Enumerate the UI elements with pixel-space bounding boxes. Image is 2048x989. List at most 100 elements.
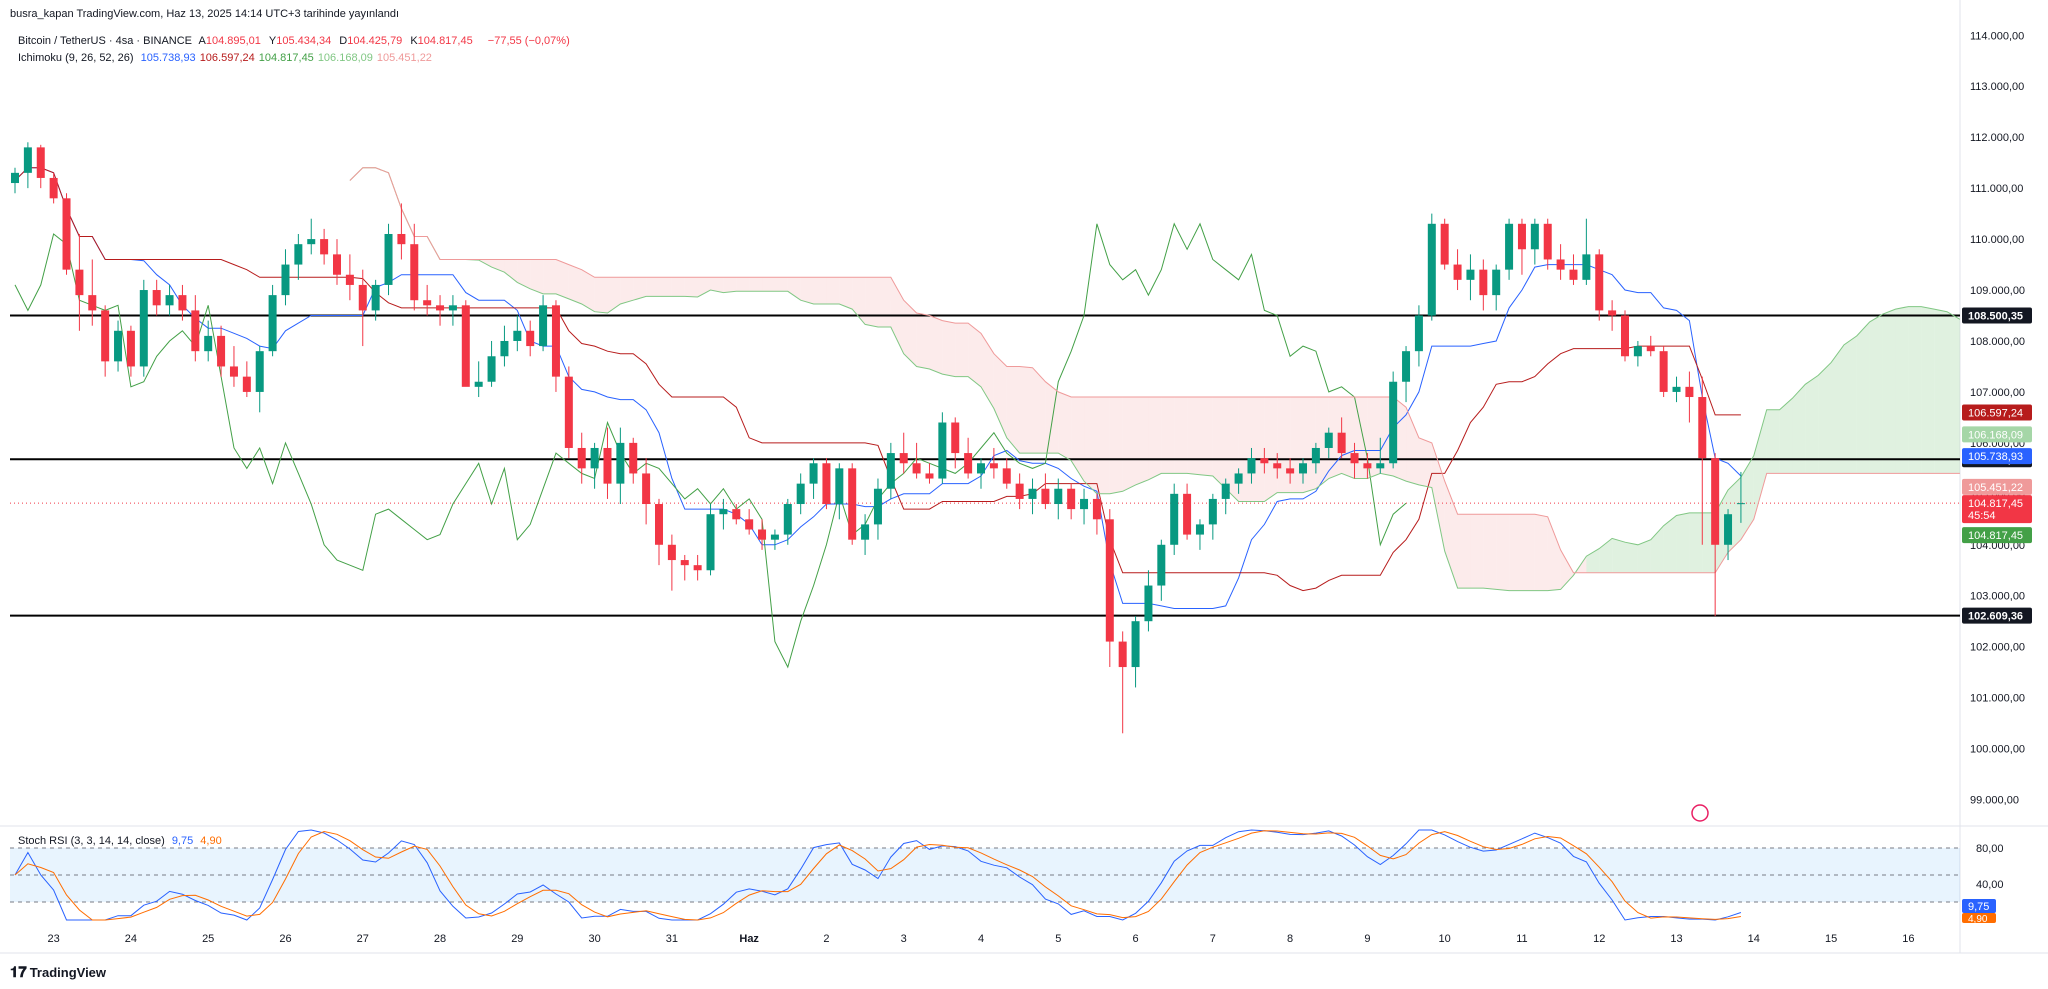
candle-body xyxy=(1311,447,1320,464)
stoch-k-tag-text: 9,75 xyxy=(1968,901,1989,913)
price-tick-label: 107.000,00 xyxy=(1970,387,2025,399)
candle-body xyxy=(242,376,251,392)
kumo-cloud-segment xyxy=(646,277,659,297)
kumo-cloud-segment xyxy=(1779,398,1793,474)
indicator-price-tag xyxy=(1962,478,2032,495)
candle-body xyxy=(358,284,367,311)
kumo-cloud-segment xyxy=(1277,397,1291,493)
candle-body xyxy=(1517,223,1526,250)
stoch-d-value: 4,90 xyxy=(200,835,222,847)
candle-body xyxy=(822,463,831,505)
candle-body xyxy=(1337,432,1346,454)
kumo-cloud-segment xyxy=(1534,514,1548,591)
stoch-d-tag xyxy=(1962,913,1996,923)
candle-body xyxy=(899,453,908,464)
time-tick-label: 8 xyxy=(1287,933,1293,945)
price-tick-label: 112.000,00 xyxy=(1970,132,2024,144)
time-tick-label: 12 xyxy=(1593,933,1605,945)
candle-body xyxy=(603,447,612,484)
indicator-price-tag xyxy=(1962,448,2032,465)
candle-body xyxy=(101,310,110,362)
kumo-cloud-segment xyxy=(1148,397,1162,480)
time-tick-label: 3 xyxy=(901,933,907,945)
candle-body xyxy=(564,376,573,448)
candle-body xyxy=(1646,346,1655,352)
candle-body xyxy=(1543,223,1552,260)
candle-body xyxy=(1092,498,1101,520)
hline-price-tag xyxy=(1962,307,2032,324)
candle-body xyxy=(1685,386,1694,398)
candle-body xyxy=(320,239,329,255)
time-tick-label: 29 xyxy=(511,933,523,945)
candle-body xyxy=(1273,463,1282,469)
candle-body xyxy=(693,565,702,571)
kumo-cloud-segment xyxy=(1831,344,1844,474)
symbol-title[interactable]: Bitcoin / TetherUS · 4sa · BINANCE xyxy=(18,35,193,47)
candle-body xyxy=(590,447,599,469)
candle-body xyxy=(1672,386,1681,392)
kumo-cloud-segment xyxy=(1303,397,1316,493)
kumo-cloud-segment xyxy=(1805,375,1819,474)
kumo-cloud-segment xyxy=(1676,512,1690,573)
indicator-price-tag xyxy=(1962,426,2032,443)
candle-body xyxy=(745,519,754,530)
kumo-cloud-segment xyxy=(942,320,956,377)
kumo-cloud-segment xyxy=(504,259,518,283)
candle-body xyxy=(1402,351,1411,382)
candle-body xyxy=(1556,259,1565,270)
price-tick-label: 113.000,00 xyxy=(1970,81,2024,93)
price-tick-label: 109.000,00 xyxy=(1970,285,2025,297)
senkou-a-line xyxy=(349,167,1961,592)
ichimoku-value-0: 105.738,93 xyxy=(140,52,196,64)
candle-body xyxy=(23,147,32,173)
candle-body xyxy=(229,366,238,377)
candle-body xyxy=(1054,488,1063,505)
ichimoku-value-3: 106.168,09 xyxy=(317,52,373,64)
kumo-cloud-segment xyxy=(1290,397,1303,493)
time-tick-label: 11 xyxy=(1516,933,1527,945)
time-tick-label: 25 xyxy=(202,933,214,945)
kijun-line xyxy=(14,167,1741,592)
price-tick-label: 111.000,00 xyxy=(1970,183,2023,195)
kumo-cloud-segment xyxy=(1328,397,1342,479)
candle-body xyxy=(217,335,226,367)
kumo-cloud-segment xyxy=(1895,306,1909,474)
kumo-cloud-segment xyxy=(1740,455,1754,540)
kumo-cloud-segment xyxy=(543,259,556,294)
kumo-cloud-segment xyxy=(1071,397,1085,482)
kumo-cloud-segment xyxy=(581,269,595,312)
candle-body xyxy=(1260,458,1269,464)
kumo-cloud-segment xyxy=(697,277,711,298)
candle-body xyxy=(925,473,934,479)
candle-body xyxy=(36,147,45,178)
ichimoku-legend[interactable]: Ichimoku (9, 26, 52, 26) 105.738,93 106.5… xyxy=(18,52,440,64)
kumo-cloud-segment xyxy=(607,277,621,313)
candle-body xyxy=(667,544,676,561)
candle-body xyxy=(770,534,779,540)
candle-body xyxy=(539,305,548,347)
ichimoku-label: Ichimoku (9, 26, 52, 26) xyxy=(18,52,134,64)
kumo-cloud-segment xyxy=(762,277,775,292)
kumo-cloud-segment xyxy=(1560,549,1574,590)
candle-body xyxy=(294,244,303,265)
hline-price-text: 102.609,36 xyxy=(1968,611,2023,623)
candle-body xyxy=(938,422,947,479)
kumo-cloud-segment xyxy=(710,277,724,293)
time-tick-label: 10 xyxy=(1439,933,1451,945)
price-tick-label: 102.000,00 xyxy=(1970,642,2025,654)
stoch-legend[interactable]: Stoch RSI (3, 3, 14, 14, close) 9,75 4,9… xyxy=(18,835,226,847)
candle-body xyxy=(88,295,97,311)
candle-body xyxy=(1466,269,1475,280)
kumo-cloud-segment xyxy=(1135,397,1149,485)
kumo-cloud-segment xyxy=(865,277,878,327)
candle-body xyxy=(191,310,200,352)
kumo-cloud-segment xyxy=(800,277,814,305)
symbol-legend[interactable]: Bitcoin / TetherUS · 4sa · BINANCE A104.… xyxy=(18,35,574,47)
time-tick-label: 15 xyxy=(1825,933,1837,945)
tradingview-logo[interactable]: 𝟏𝟕 TradingView xyxy=(10,964,107,981)
candle-body xyxy=(139,290,148,367)
chikou-line xyxy=(14,222,1407,669)
time-tick-label: 31 xyxy=(666,933,678,945)
candle-body xyxy=(616,442,625,484)
